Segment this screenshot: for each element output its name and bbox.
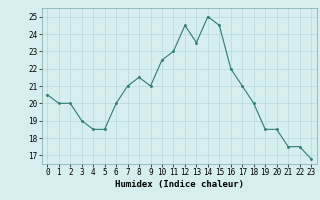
- X-axis label: Humidex (Indice chaleur): Humidex (Indice chaleur): [115, 180, 244, 189]
